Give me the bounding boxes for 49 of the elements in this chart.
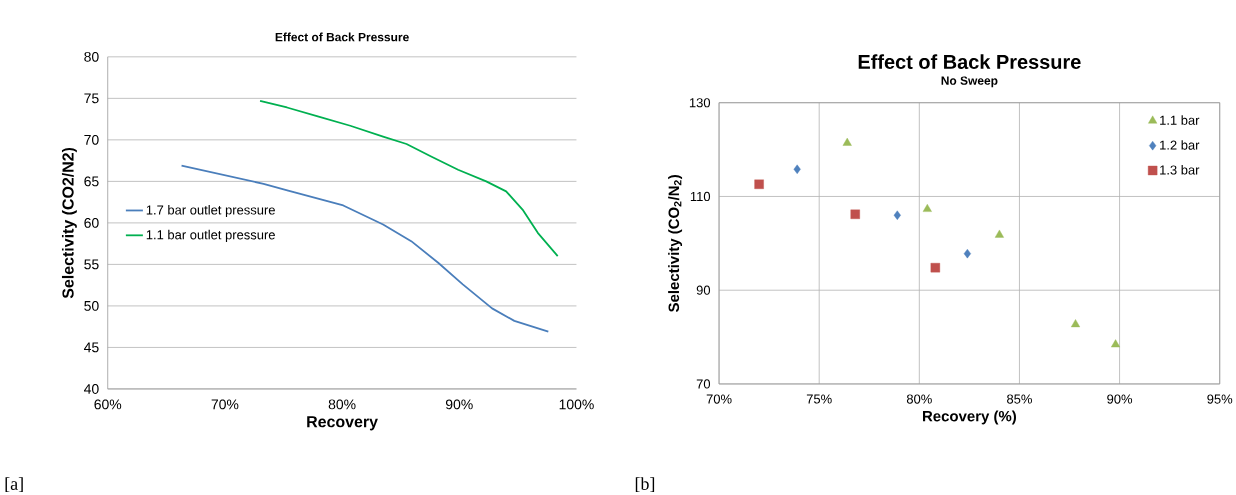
- legend-label: 1.3 bar: [1160, 165, 1200, 175]
- legend-label: 1.1 bar: [1160, 115, 1200, 126]
- y-tick-label: 40: [83, 384, 99, 395]
- x-tick-label: 80%: [906, 394, 932, 404]
- x-tick-label: 75%: [806, 394, 832, 404]
- y-tick-label: 60: [84, 218, 99, 229]
- y-axis-title: Selectivity (CO$_{2}$/N$_{2}$): [668, 175, 683, 313]
- point: [1111, 339, 1121, 348]
- point: [754, 179, 764, 190]
- x-axis-title: Recovery: [307, 416, 378, 431]
- x-tick-label: 60%: [94, 399, 122, 410]
- point: [922, 204, 932, 212]
- y-tick-label: 110: [690, 192, 711, 202]
- y-tick-label: 65: [84, 176, 99, 187]
- x-tick-label: 80%: [328, 399, 356, 410]
- y-tick-label: 55: [84, 259, 99, 270]
- x-axis-title: Recovery (%): [922, 410, 1016, 425]
- y-tick-label: 45: [83, 342, 99, 353]
- point: [930, 263, 941, 273]
- legend-label: 1.7 bar outlet pressure: [146, 205, 275, 218]
- chart-title: Effect of Back Pressure: [858, 54, 1081, 70]
- x-tick-label: 85%: [1007, 394, 1032, 404]
- text: [b]: [635, 477, 655, 493]
- point: [963, 249, 971, 259]
- x-tick-label: 90%: [1107, 394, 1133, 404]
- point: [793, 164, 801, 175]
- legend-label: 1.2 bar: [1160, 140, 1200, 150]
- y-tick-label: 80: [84, 52, 99, 62]
- legend-label: 1.1 bar outlet pressure: [146, 230, 275, 243]
- point: [842, 138, 852, 146]
- x-tick-label: 70%: [211, 399, 239, 410]
- chart-title: Effect of Back Pressure: [275, 32, 409, 42]
- y-tick-label: 70: [696, 379, 711, 389]
- y-tick-label: 75: [84, 93, 99, 104]
- point: [893, 210, 901, 221]
- x-tick-label: 90%: [445, 399, 473, 410]
- x-tick-label: 95%: [1207, 394, 1233, 404]
- x-tick-label: 70%: [706, 394, 732, 404]
- x-tick-label: 100%: [559, 399, 594, 410]
- y-tick-label: 130: [689, 98, 711, 108]
- y-tick-label: 70: [84, 135, 99, 145]
- y-tick-label: 50: [84, 301, 99, 312]
- y-axis-title: Selectivity (CO2/N2): [61, 148, 77, 299]
- point: [994, 229, 1004, 238]
- point: [850, 209, 860, 220]
- y-tick-label: 90: [696, 285, 711, 295]
- text: [a]: [5, 477, 23, 493]
- point: [1071, 319, 1081, 328]
- chart-subtitle: No Sweep: [941, 76, 998, 88]
